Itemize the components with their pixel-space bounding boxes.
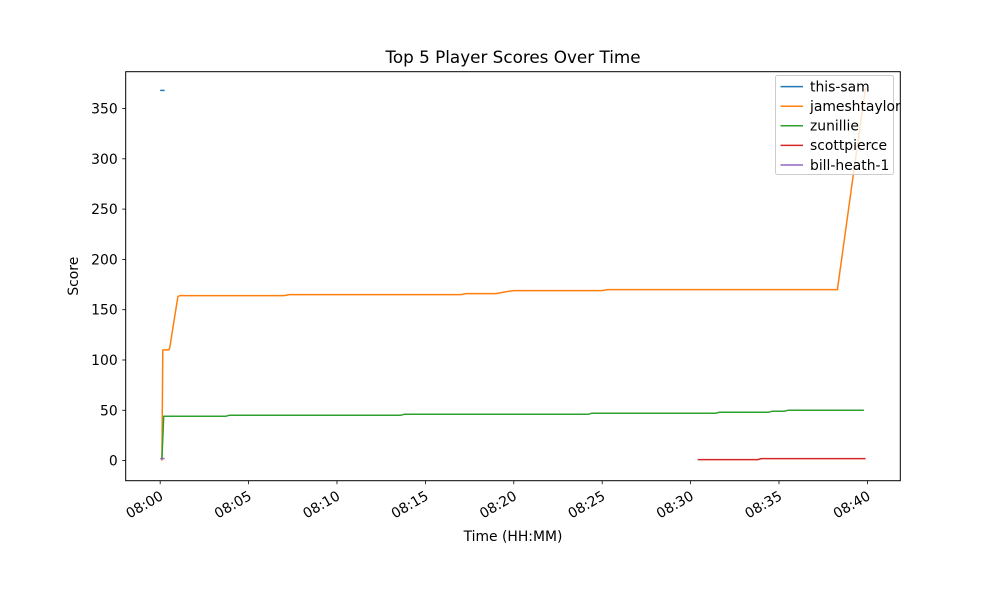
x-tick-label: 08:10	[300, 488, 343, 522]
y-tick-label: 100	[91, 353, 118, 369]
legend-entry-zunillie: zunillie	[780, 119, 859, 135]
y-tick-label: 350	[91, 102, 118, 118]
legend-entry-label: zunillie	[810, 119, 859, 135]
y-axis-label: Score	[66, 257, 82, 296]
y-tick-label: 200	[91, 252, 118, 268]
y-tick-label: 0	[109, 454, 118, 470]
x-tick-label: 08:00	[124, 488, 167, 522]
chart-title: Top 5 Player Scores Over Time	[384, 47, 640, 67]
x-tick-label: 08:40	[831, 488, 874, 522]
legend-entry-this-sam: this-sam	[780, 79, 870, 95]
legend: this-sam jameshtaylor zunillie scottpierce b…	[775, 75, 901, 175]
legend-entry-jameshtaylor: jameshtaylor	[780, 99, 901, 115]
y-tick-label: 50	[100, 403, 118, 419]
axes-frame	[125, 71, 901, 482]
x-tick-label: 08:15	[389, 488, 432, 522]
legend-entry-label: this-sam	[810, 79, 870, 95]
x-tick-label: 08:05	[212, 488, 255, 522]
x-tick-label: 08:30	[654, 488, 697, 522]
legend-entry-scottpierce: scottpierce	[780, 138, 887, 154]
y-tick-label: 300	[91, 152, 118, 168]
series-line-jameshtaylor	[161, 87, 867, 461]
x-tick-label: 08:25	[566, 488, 609, 522]
series-lines	[160, 87, 867, 461]
y-tick-label: 150	[91, 303, 118, 319]
x-tick-label: 08:35	[742, 488, 785, 522]
legend-entry-label: jameshtaylor	[809, 99, 901, 115]
legend-entry-bill-heath-1: bill-heath-1	[780, 158, 889, 174]
legend-entry-label: bill-heath-1	[810, 158, 889, 174]
x-axis-label: Time (HH:MM)	[463, 529, 563, 545]
series-line-scottpierce	[697, 457, 866, 461]
y-tick-label: 250	[91, 202, 118, 218]
series-line-zunillie	[161, 409, 864, 460]
legend-entry-label: scottpierce	[810, 138, 887, 154]
legend-box	[775, 75, 894, 175]
x-tick-label: 08:20	[477, 488, 520, 522]
